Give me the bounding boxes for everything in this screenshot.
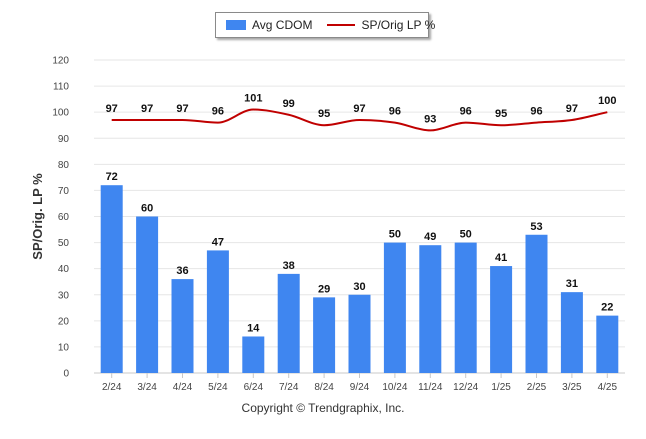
x-tick-label: 7/24 (279, 382, 299, 393)
line-path (111, 108, 608, 132)
bar (136, 216, 159, 373)
bar (454, 242, 477, 373)
bar (277, 273, 300, 373)
x-tick-label: 6/24 (244, 382, 264, 393)
legend-line-label: SP/Orig LP % (361, 18, 436, 32)
bar-value-label: 14 (247, 322, 260, 334)
bar (560, 292, 583, 373)
line-value-label: 96 (530, 106, 542, 118)
line-value-label: 95 (318, 108, 330, 120)
bar (490, 266, 513, 373)
y-tick-label: 100 (52, 108, 69, 119)
y-tick-label: 10 (58, 342, 70, 353)
legend-line-swatch (327, 24, 356, 26)
bar (242, 336, 265, 373)
y-axis-title: SP/Orig. LP % (30, 173, 45, 260)
line-value-label: 95 (495, 108, 507, 120)
y-tick-label: 40 (58, 264, 70, 275)
bar (313, 297, 336, 373)
bar (419, 245, 442, 373)
x-tick-label: 3/25 (562, 382, 582, 393)
bar-value-label: 36 (176, 265, 188, 277)
legend: Avg CDOM SP/Orig LP % (215, 12, 435, 38)
bar-value-label: 41 (495, 252, 507, 264)
x-tick-label: 11/24 (418, 382, 443, 393)
bar-value-label: 31 (566, 278, 578, 290)
bar (383, 242, 406, 373)
x-tick-label: 4/25 (598, 382, 618, 393)
y-tick-label: 60 (58, 212, 70, 223)
bar-value-label: 38 (283, 260, 295, 272)
bar (348, 294, 371, 373)
line-value-label: 96 (389, 106, 401, 118)
y-tick-label: 80 (58, 160, 70, 171)
x-tick-label: 3/24 (137, 382, 157, 393)
bar-value-label: 22 (601, 302, 613, 314)
bar-value-label: 53 (530, 221, 542, 233)
bar-value-label: 29 (318, 283, 330, 295)
y-tick-label: 70 (58, 186, 70, 197)
x-tick-label: 1/25 (491, 382, 511, 393)
bar (100, 185, 123, 373)
bar-value-label: 72 (106, 171, 118, 183)
line-value-label: 100 (598, 95, 616, 107)
copyright-text: Copyright © Trendgraphix, Inc. (241, 401, 405, 415)
y-tick-label: 110 (53, 82, 69, 93)
x-tick-label: 5/24 (208, 382, 228, 393)
line-value-label: 99 (283, 98, 295, 110)
line-value-label: 97 (566, 103, 578, 115)
y-tick-label: 50 (58, 238, 70, 249)
bar-series (100, 185, 619, 373)
legend-bar-swatch (226, 20, 246, 30)
bar (596, 315, 619, 373)
x-tick-label: 2/25 (527, 382, 547, 393)
bar-value-label: 50 (389, 229, 401, 241)
axes: 0 10 20 30 40 50 60 70 80 90 100 110 120 2/24 3/24 4/24… (52, 56, 617, 394)
line-value-label: 96 (212, 106, 224, 118)
legend-item-line: SP/Orig LP % (312, 18, 435, 32)
line-value-label: 97 (176, 103, 188, 115)
x-tick-label: 2/24 (102, 382, 122, 393)
x-tick-label: 4/24 (173, 382, 193, 393)
line-value-label: 101 (244, 93, 262, 105)
line-value-label: 96 (460, 106, 472, 118)
bar (206, 250, 229, 373)
x-tick-label: 9/24 (350, 382, 370, 393)
legend-bar-label: Avg CDOM (252, 18, 313, 32)
line-series (111, 108, 608, 132)
x-tick-label: 10/24 (382, 382, 407, 393)
bar-value-label: 30 (353, 281, 365, 293)
y-tick-label: 90 (58, 134, 70, 145)
data-labels: 72 60 36 47 14 38 29 30 50 49 50 41 53 31 22 97 97 97 96 10… (106, 93, 617, 335)
line-value-label: 97 (141, 103, 153, 115)
y-tick-label: 0 (63, 369, 69, 380)
bar-value-label: 50 (460, 229, 472, 241)
bar (171, 279, 194, 373)
x-tick-label: 12/24 (453, 382, 478, 393)
bar (525, 234, 548, 373)
line-value-label: 97 (353, 103, 365, 115)
line-value-label: 97 (106, 103, 118, 115)
y-tick-label: 20 (58, 316, 70, 327)
line-value-label: 93 (424, 113, 436, 125)
bar-value-label: 49 (424, 231, 436, 243)
bar-value-label: 60 (141, 203, 153, 215)
x-tick-label: 8/24 (314, 382, 334, 393)
legend-item-bar: Avg CDOM (216, 18, 312, 32)
y-tick-label: 120 (52, 56, 69, 67)
y-tick-label: 30 (58, 290, 70, 301)
bar-value-label: 47 (212, 236, 224, 248)
